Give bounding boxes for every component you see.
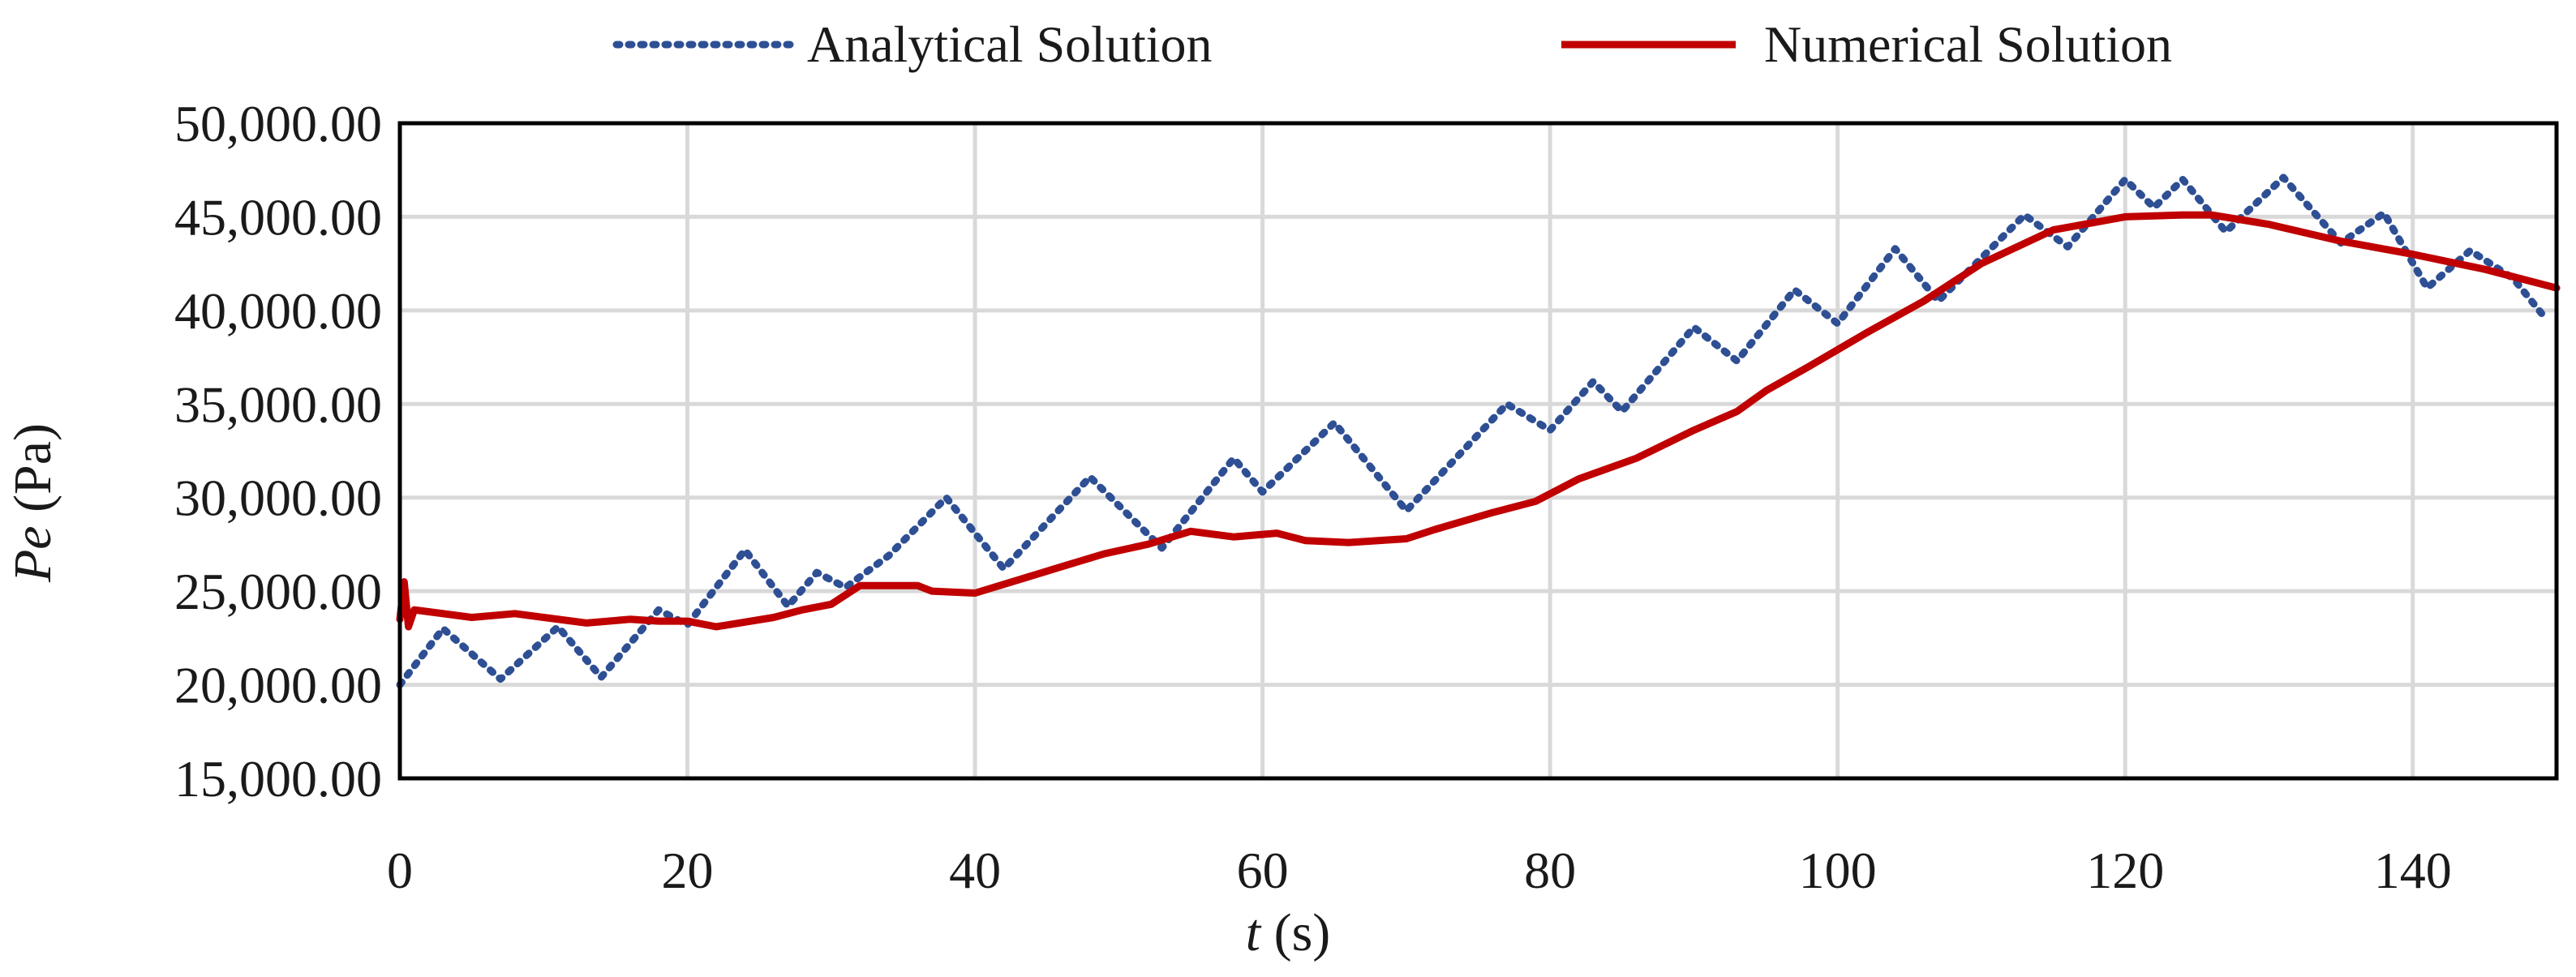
y-tick-label: 40,000.00 xyxy=(174,282,382,340)
x-axis-title: t (s) xyxy=(1246,903,1331,962)
y-tick-label: 35,000.00 xyxy=(174,375,382,433)
legend-label-numerical: Numerical Solution xyxy=(1764,15,2172,73)
x-tick-label: 60 xyxy=(1237,842,1289,899)
x-tick-label: 0 xyxy=(387,842,413,899)
y-axis-title: Pe (Pa) xyxy=(3,423,62,583)
y-axis-ticks: 15,000.00 20,000.00 25,000.00 30,000.00 35,0… xyxy=(174,95,382,808)
gridlines xyxy=(397,121,2557,781)
series-line-analytical xyxy=(396,174,2546,689)
series-layer xyxy=(396,174,2561,689)
y-tick-label: 30,000.00 xyxy=(174,469,382,527)
y-tick-label: 45,000.00 xyxy=(174,188,382,246)
x-tick-label: 80 xyxy=(1524,842,1576,899)
y-tick-label: 20,000.00 xyxy=(174,657,382,714)
x-tick-label: 100 xyxy=(1799,842,1877,899)
y-tick-label: 25,000.00 xyxy=(174,563,382,620)
legend-label-analytical: Analytical Solution xyxy=(807,15,1213,73)
x-tick-label: 120 xyxy=(2086,842,2164,899)
series-line-numerical xyxy=(396,211,2561,631)
x-tick-label: 40 xyxy=(949,842,1001,899)
y-tick-label: 15,000.00 xyxy=(174,750,382,808)
x-tick-label: 140 xyxy=(2374,842,2452,899)
y-tick-label: 50,000.00 xyxy=(174,95,382,152)
legend: Analytical Solution Numerical Solution xyxy=(612,15,2172,73)
x-tick-label: 20 xyxy=(662,842,714,899)
plot-frame xyxy=(397,121,2559,781)
x-axis-ticks: 0 20 40 60 80 100 120 140 xyxy=(387,842,2452,899)
